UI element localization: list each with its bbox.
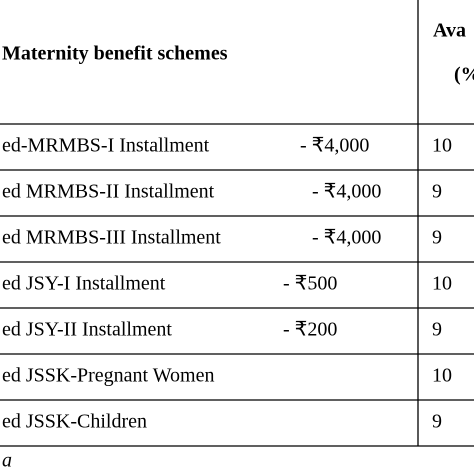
availed-value: 9	[432, 227, 442, 249]
scheme-name: ed-MRMBS-I Installment	[2, 135, 210, 157]
availed-value: 9	[432, 181, 442, 203]
availed-value: 10	[432, 273, 452, 295]
availed-value: 9	[432, 319, 442, 341]
availed-value: 9	[432, 411, 442, 433]
scheme-name: ed MRMBS-II Installment	[2, 181, 215, 203]
availed-value: 10	[432, 365, 452, 387]
scheme-amount: - ₹4,000	[300, 135, 369, 157]
scheme-name: ed JSSK-Children	[2, 411, 147, 433]
availed-value: 10	[432, 135, 452, 157]
scheme-amount: - ₹4,000	[312, 227, 381, 249]
header-availed-line: Ava	[433, 20, 466, 42]
scheme-name: ed MRMBS-III Installment	[2, 227, 221, 249]
scheme-name: ed JSY-I Installment	[2, 273, 166, 295]
scheme-amount: - ₹200	[283, 319, 337, 341]
scheme-name: ed JSY-II Installment	[2, 319, 172, 341]
header-availed-line: (%	[454, 64, 474, 86]
header-scheme: Maternity benefit schemes	[2, 43, 228, 65]
scheme-name: ed JSSK-Pregnant Women	[2, 365, 214, 387]
scheme-amount: - ₹4,000	[312, 181, 381, 203]
scheme-amount: - ₹500	[283, 273, 337, 295]
footnote: a	[2, 450, 12, 472]
